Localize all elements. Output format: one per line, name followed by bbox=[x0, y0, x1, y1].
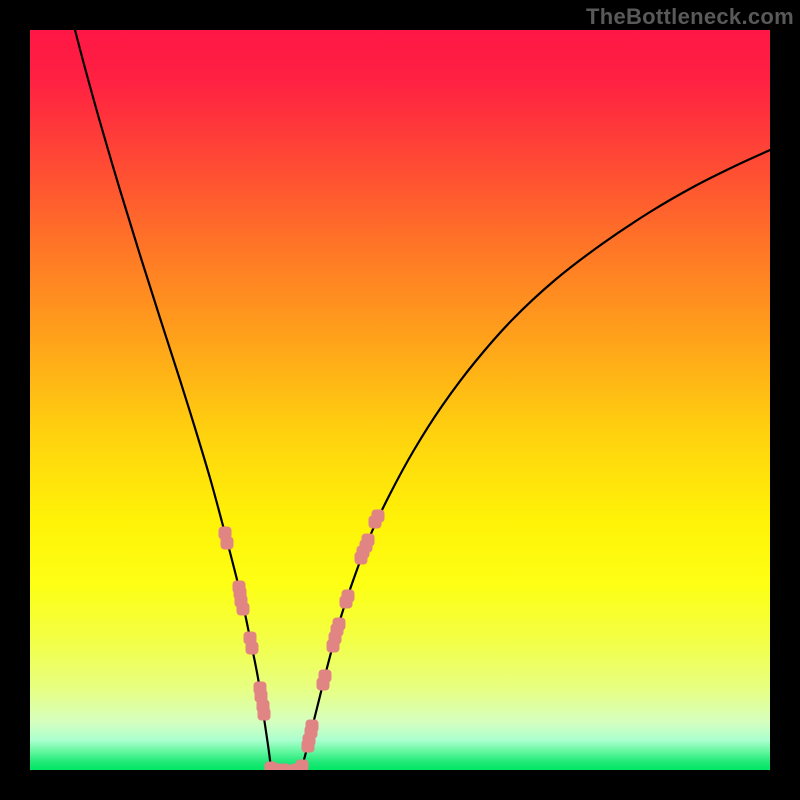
data-marker bbox=[246, 642, 259, 655]
data-marker bbox=[342, 590, 355, 603]
data-marker bbox=[221, 537, 234, 550]
data-marker bbox=[319, 670, 332, 683]
data-marker bbox=[258, 708, 271, 721]
gradient-background bbox=[30, 30, 770, 770]
bottleneck-chart-svg bbox=[30, 30, 770, 770]
data-marker bbox=[362, 534, 375, 547]
data-marker bbox=[278, 764, 291, 771]
watermark-text: TheBottleneck.com bbox=[586, 4, 794, 30]
data-marker bbox=[296, 760, 309, 771]
chart-container: TheBottleneck.com bbox=[0, 0, 800, 800]
plot-area bbox=[30, 30, 770, 770]
data-marker bbox=[372, 510, 385, 523]
data-marker bbox=[306, 720, 319, 733]
data-marker bbox=[333, 618, 346, 631]
data-marker bbox=[237, 603, 250, 616]
